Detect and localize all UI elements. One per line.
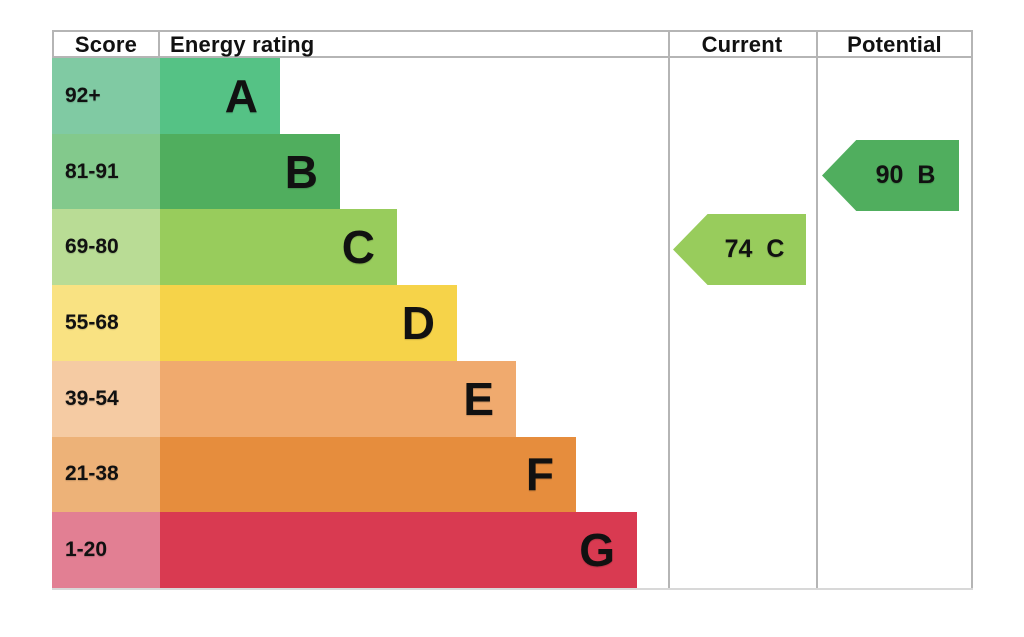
band-bar-e: E <box>160 360 516 437</box>
band-letter: C <box>341 221 375 274</box>
band-row-d: 55-68 D <box>52 285 652 361</box>
band-score-range: 39-54 <box>52 360 160 437</box>
chart-bottom-border <box>52 588 973 590</box>
band-letter: F <box>525 448 554 501</box>
chart-header-row: Score Energy rating Current Potential <box>52 30 973 58</box>
band-letter: D <box>401 297 435 350</box>
band-row-e: 39-54 E <box>52 360 652 437</box>
band-score-range: 55-68 <box>52 285 160 361</box>
band-letter: E <box>463 372 494 425</box>
band-bar-b: B <box>160 133 340 210</box>
band-row-a: 92+ A <box>52 58 652 134</box>
band-row-c: 69-80 C <box>52 209 652 286</box>
potential-rating-arrow: 90 B <box>822 140 959 211</box>
header-current: Current <box>701 32 783 57</box>
potential-rating-grade: B <box>917 161 936 189</box>
band-letter: A <box>224 69 258 122</box>
band-bar-f: F <box>160 436 576 513</box>
header-energy-rating: Energy rating <box>170 32 315 57</box>
band-bar-a: A <box>160 58 280 134</box>
band-score-range: 1-20 <box>52 512 160 589</box>
current-column-left-border <box>668 30 670 590</box>
header-score: Score <box>52 32 160 58</box>
potential-rating-value: 90 <box>875 161 904 189</box>
potential-column-right-border <box>971 30 973 590</box>
band-score-range: 69-80 <box>52 209 160 286</box>
band-bar-d: D <box>160 285 457 361</box>
band-score-range: 21-38 <box>52 436 160 513</box>
current-column-right-border <box>816 30 818 590</box>
band-bar-g: G <box>160 512 637 589</box>
header-potential: Potential <box>847 32 942 57</box>
rating-bands: 92+ A 81-91 B 69-80 C 55-68 D 39-54 E 21… <box>52 58 652 589</box>
band-row-g: 1-20 G <box>52 512 652 589</box>
band-letter: B <box>284 145 318 198</box>
band-bar-c: C <box>160 209 397 286</box>
band-row-b: 81-91 B <box>52 133 652 210</box>
band-letter: G <box>579 524 615 577</box>
current-rating-grade: C <box>766 235 785 263</box>
band-score-range: 92+ <box>52 58 160 134</box>
current-rating-value: 74 <box>724 235 753 263</box>
band-score-range: 81-91 <box>52 133 160 210</box>
band-row-f: 21-38 F <box>52 436 652 513</box>
current-rating-arrow: 74 C <box>673 214 806 285</box>
